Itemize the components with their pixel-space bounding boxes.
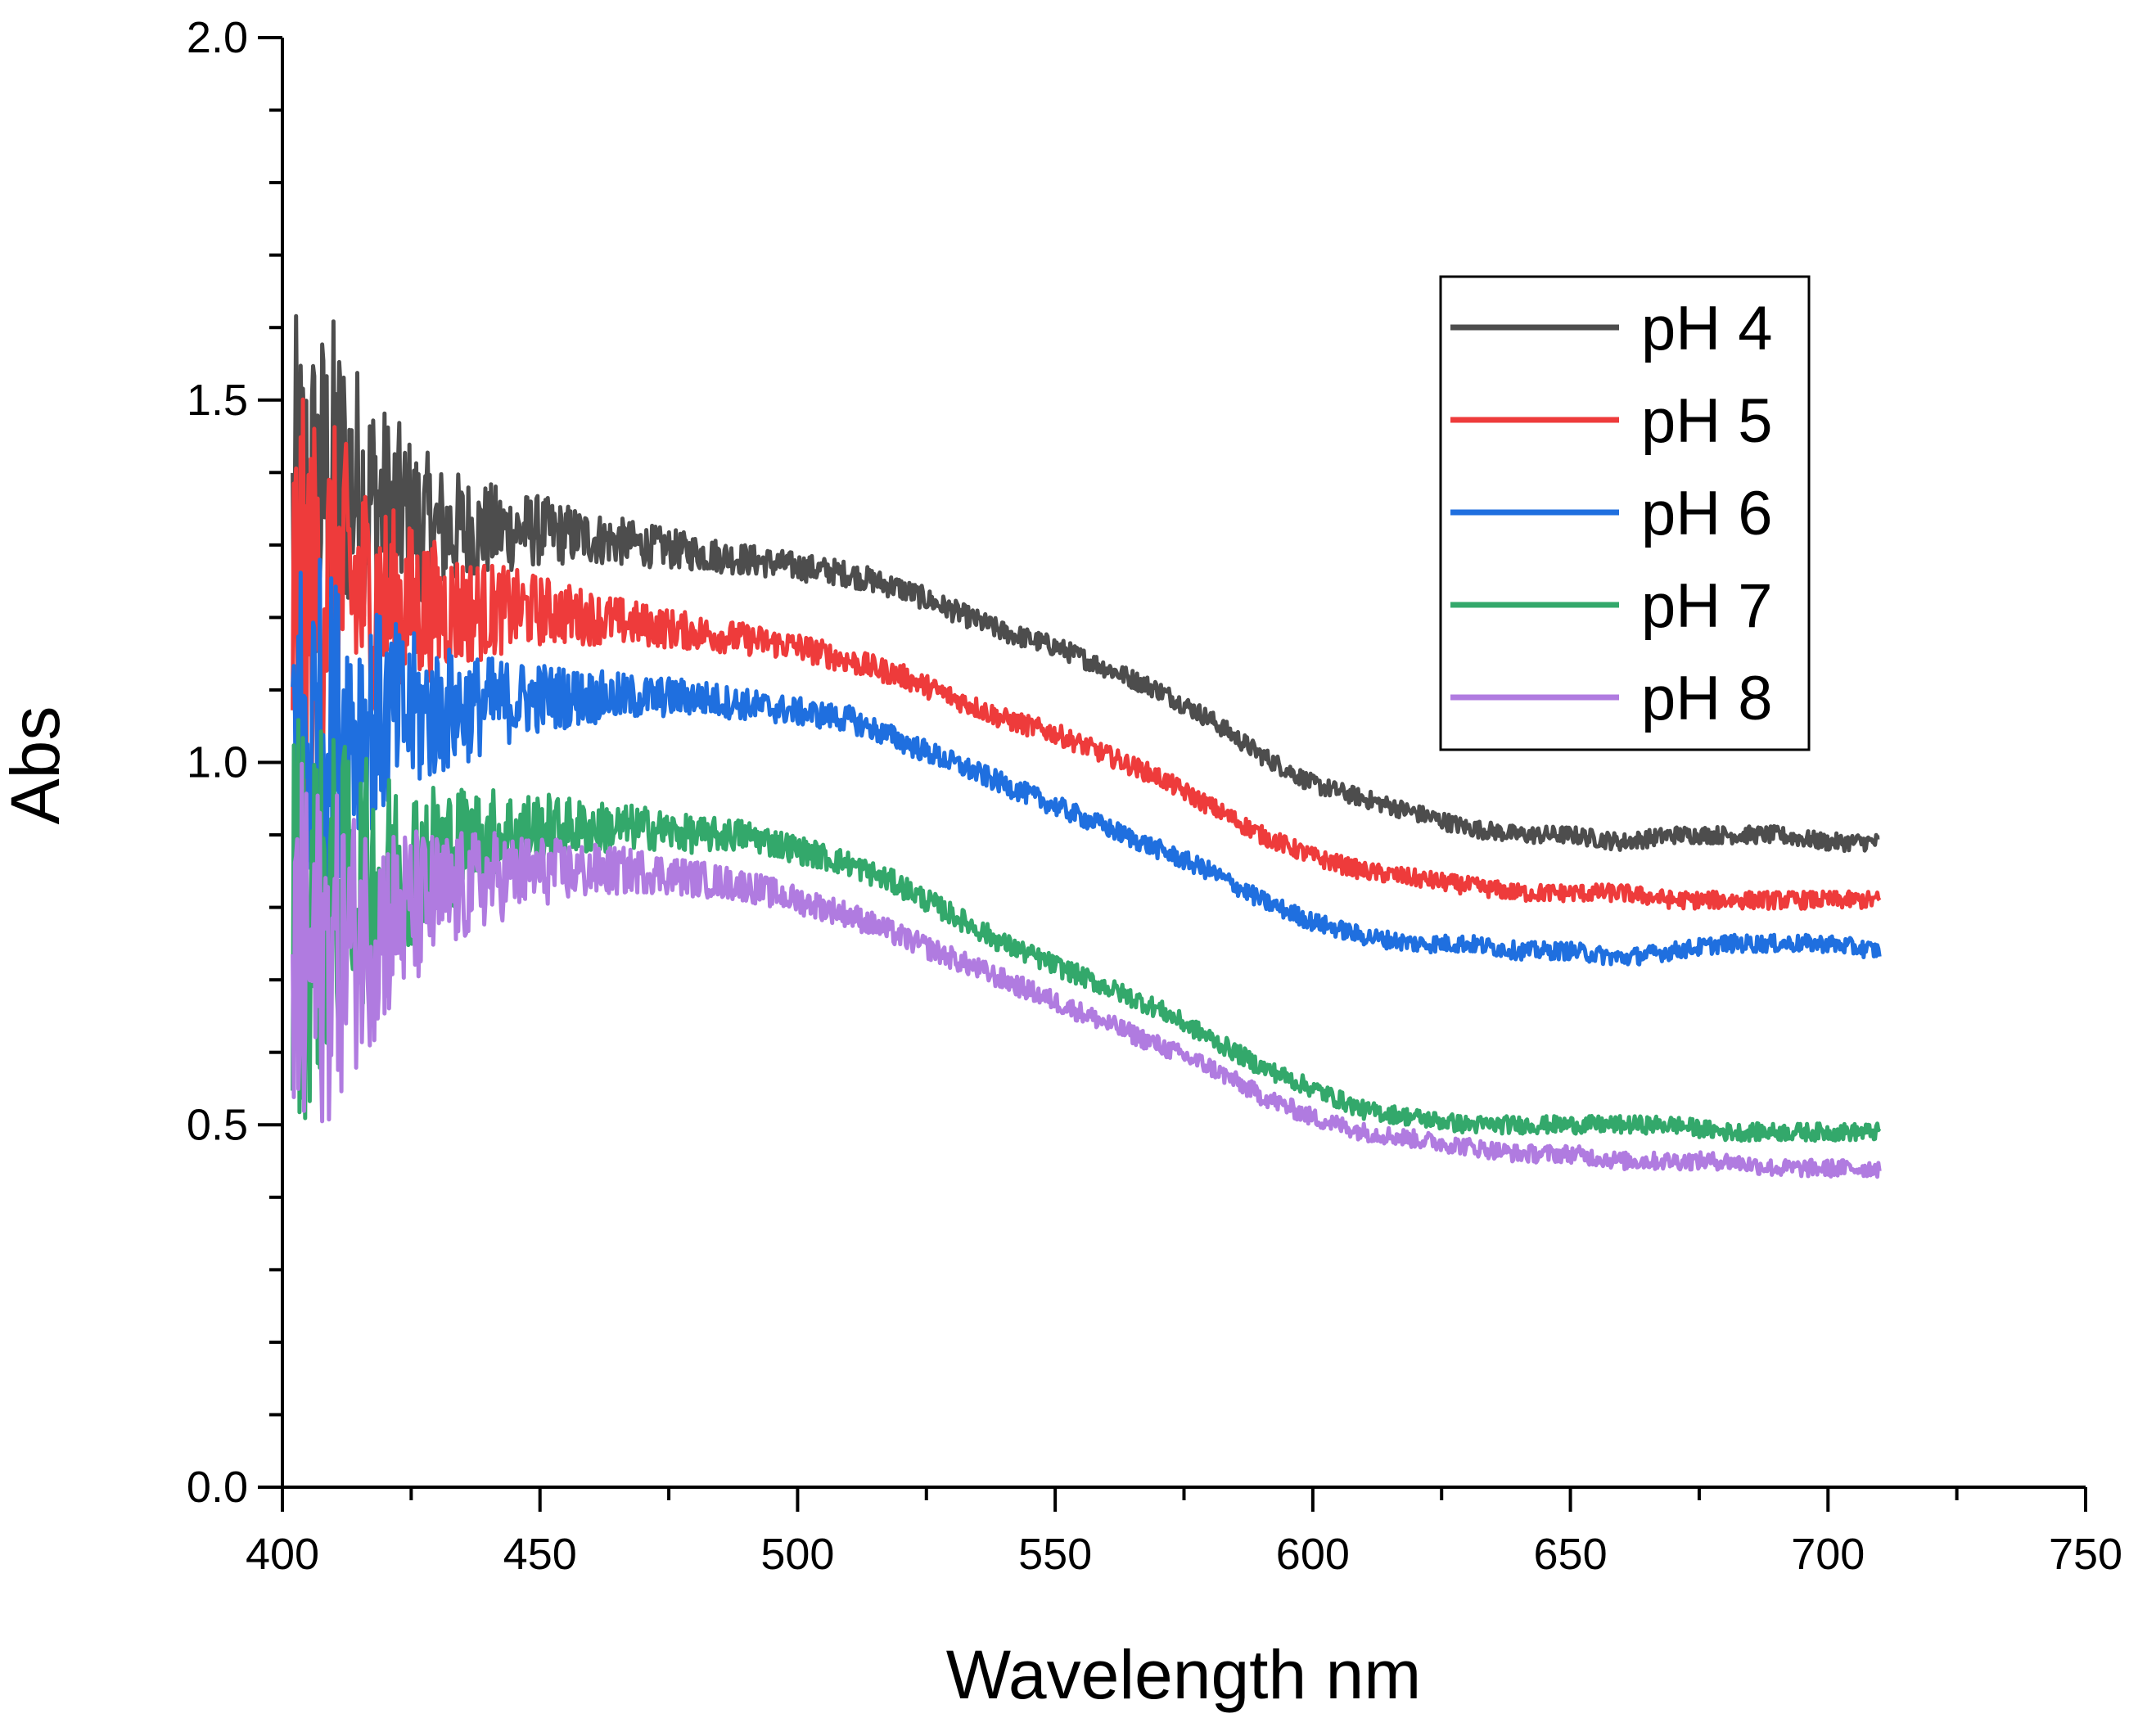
x-tick-label: 450: [503, 1530, 577, 1579]
series-line-ph-7: [291, 718, 1882, 1143]
series-line-ph-8: [291, 761, 1882, 1179]
x-axis-title: Wavelength nm: [946, 1636, 1422, 1713]
x-ticks: 400 450 500 550 600 650 700 750: [246, 1487, 2122, 1579]
legend-label: pH 4: [1641, 294, 1773, 363]
x-tick-label: 650: [1534, 1530, 1608, 1579]
legend-label: pH 6: [1641, 479, 1773, 548]
legend-label: pH 7: [1641, 571, 1773, 641]
y-tick-label: 1.5: [187, 376, 248, 425]
x-tick-label: 400: [246, 1530, 319, 1579]
y-tick-label: 0.5: [187, 1100, 248, 1149]
axes: 400 450 500 550 600 650 700 750 0.0 0.5 1.0 1.5 2.0: [187, 13, 2122, 1579]
y-axis-title: Abs: [0, 706, 74, 825]
y-tick-label: 2.0: [187, 13, 248, 62]
legend-label: pH 5: [1641, 386, 1773, 456]
legend-label: pH 8: [1641, 664, 1773, 733]
y-tick-label: 0.0: [187, 1463, 248, 1512]
x-tick-label: 550: [1018, 1530, 1092, 1579]
y-ticks: 0.0 0.5 1.0 1.5 2.0: [187, 13, 282, 1512]
legend: pH 4 pH 5 pH 6 pH 7 pH 8: [1439, 275, 1811, 751]
x-tick-label: 750: [2049, 1530, 2122, 1579]
x-tick-label: 700: [1791, 1530, 1865, 1579]
y-tick-label: 1.0: [187, 738, 248, 787]
series-group: [291, 313, 1882, 1179]
series-line-ph-6: [291, 557, 1882, 967]
series-line-ph-5: [291, 397, 1882, 911]
x-tick-label: 600: [1276, 1530, 1350, 1579]
x-tick-label: 500: [760, 1530, 834, 1579]
series-line-ph-4: [291, 313, 1881, 854]
